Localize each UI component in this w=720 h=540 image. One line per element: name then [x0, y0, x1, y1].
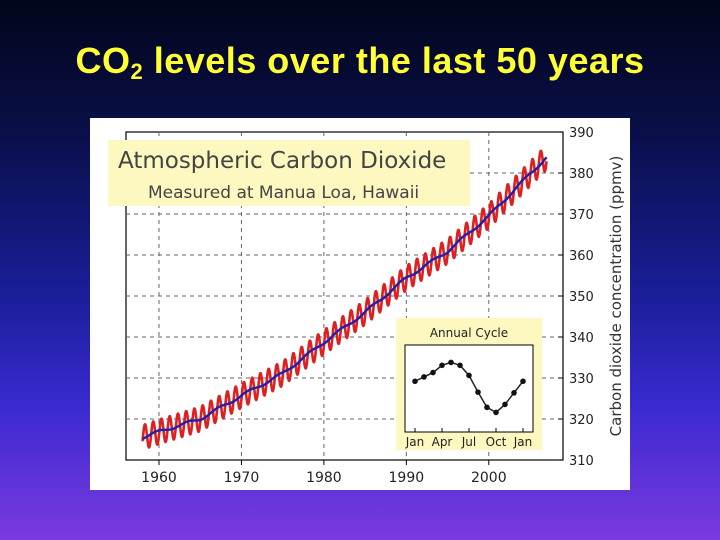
- inset-title: Annual Cycle: [430, 326, 508, 340]
- chart-subtitle: Measured at Manua Loa, Hawaii: [148, 183, 419, 203]
- title-box: [108, 140, 470, 206]
- y-axis-label: Carbon dioxide concentration (ppmv): [607, 156, 625, 437]
- inset-cycle-point: [448, 359, 454, 366]
- slide-title: CO2 levels over the last 50 years: [75, 40, 645, 84]
- x-tick-label: 1990: [389, 470, 425, 486]
- inset-cycle-point: [466, 372, 472, 379]
- inset-cycle-point: [412, 378, 418, 385]
- co2-chart-panel: 1960 1970 1980 1990 2000 310 320 330 340 350 360 37…: [90, 118, 630, 490]
- y-tick-label: 330: [569, 372, 594, 387]
- y-tick-label: 390: [569, 126, 594, 141]
- inset-cycle-point: [502, 401, 508, 408]
- inset-x-tick-label: Jul: [461, 435, 476, 449]
- inset-plot-frame: [404, 344, 534, 433]
- x-tick-label: 2000: [471, 470, 507, 486]
- inset-cycle-point: [484, 404, 490, 411]
- y-tick-label: 370: [569, 208, 594, 223]
- y-tick-label: 310: [569, 454, 594, 469]
- inset-cycle-point: [430, 369, 436, 376]
- x-tick-label: 1970: [224, 470, 260, 486]
- inset-x-tick-label: Apr: [432, 435, 453, 449]
- data-lines: [141, 149, 548, 449]
- inset-annual-cycle: Jan Apr Jul Oct Jan: [405, 359, 533, 449]
- y-tick-label: 320: [569, 413, 594, 428]
- chart-title: Atmospheric Carbon Dioxide: [118, 148, 446, 174]
- x-tick-label: 1960: [141, 470, 177, 486]
- inset-cycle-point: [421, 374, 427, 380]
- seasonal-co2-line: [141, 149, 548, 449]
- inset-cycle-point: [511, 390, 517, 396]
- trend-co2-line: [142, 156, 548, 440]
- y-tick-label: 340: [569, 331, 594, 346]
- inset-x-tick-label: Jan: [513, 435, 533, 449]
- y-tick-label: 380: [569, 167, 594, 182]
- inset-x-tick-label: Oct: [486, 435, 507, 449]
- y-tick-label: 350: [569, 290, 594, 305]
- inset-cycle-point: [493, 409, 499, 416]
- y-tick-label: 360: [569, 249, 594, 264]
- x-tick-label: 1980: [306, 470, 342, 486]
- inset-cycle-point: [439, 362, 445, 369]
- inset-cycle-point: [475, 389, 481, 395]
- inset-cycle-point: [457, 362, 463, 369]
- co2-chart: 1960 1970 1980 1990 2000 310 320 330 340 350 360 37…: [108, 126, 625, 486]
- inset-cycle-point: [520, 378, 526, 385]
- inset-x-tick-label: Jan: [405, 435, 425, 449]
